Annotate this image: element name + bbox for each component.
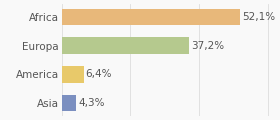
Bar: [62, 95, 76, 111]
Bar: [62, 37, 189, 54]
Bar: [62, 9, 241, 25]
Bar: [62, 66, 83, 83]
Text: 4,3%: 4,3%: [78, 98, 104, 108]
Text: 6,4%: 6,4%: [85, 69, 112, 79]
Text: 37,2%: 37,2%: [191, 41, 224, 51]
Text: 52,1%: 52,1%: [242, 12, 275, 22]
